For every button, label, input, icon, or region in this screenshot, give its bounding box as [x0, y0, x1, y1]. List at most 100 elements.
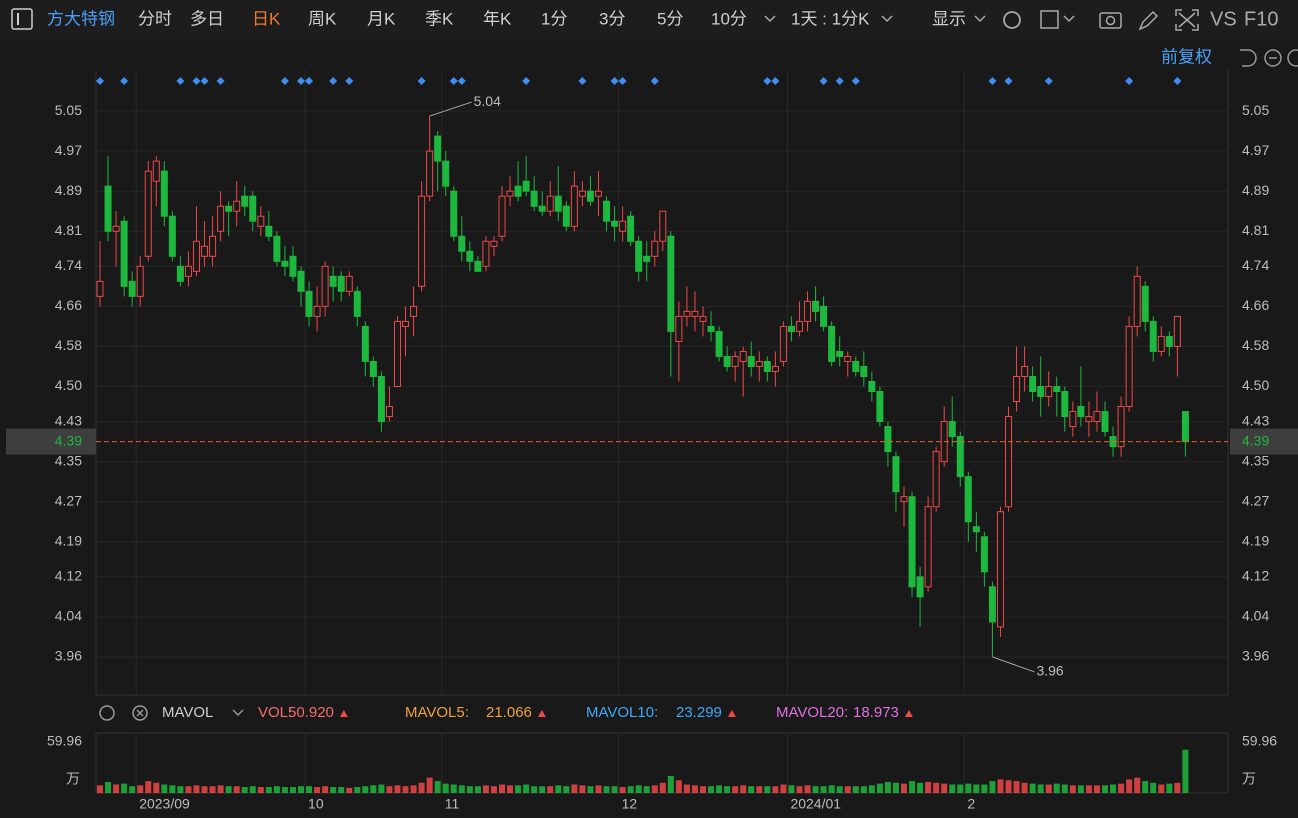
- volume-bar: [257, 787, 264, 793]
- event-marker[interactable]: [192, 77, 201, 85]
- candle: [1157, 326, 1165, 357]
- candle: [980, 531, 988, 587]
- candle: [353, 286, 361, 327]
- event-marker[interactable]: [329, 77, 338, 85]
- candle: [828, 321, 836, 367]
- volume-bar: [724, 786, 731, 793]
- y-tick-label: 4.97: [55, 142, 82, 158]
- event-marker[interactable]: [1044, 77, 1053, 85]
- period-tab[interactable]: 季K: [425, 9, 454, 28]
- event-marker[interactable]: [618, 77, 627, 85]
- period-tab[interactable]: 3分: [599, 9, 625, 28]
- event-marker[interactable]: [522, 77, 531, 85]
- period-tab[interactable]: 周K: [308, 9, 337, 28]
- chevron[interactable]: [764, 15, 776, 23]
- event-marker[interactable]: [1173, 77, 1182, 85]
- event-marker[interactable]: [650, 77, 659, 85]
- indicator-name[interactable]: MAVOL: [162, 704, 213, 721]
- display[interactable]: 显示: [932, 9, 966, 28]
- candle: [940, 406, 948, 467]
- candle: [96, 241, 104, 307]
- event-marker[interactable]: [819, 77, 828, 85]
- vol-close-icon[interactable]: [132, 705, 148, 721]
- adjustment[interactable]: 前复权: [1161, 47, 1212, 66]
- candle: [836, 336, 844, 367]
- y-tick-label: 5.05: [55, 102, 82, 118]
- undo-icon[interactable]: [1240, 49, 1257, 67]
- chevron[interactable]: [881, 15, 893, 23]
- event-marker[interactable]: [763, 77, 772, 85]
- settings-icon[interactable]: [1003, 11, 1021, 29]
- volume-bar: [265, 787, 272, 793]
- volume-bar: [241, 787, 248, 793]
- event-marker[interactable]: [417, 77, 426, 85]
- candle: [201, 221, 209, 267]
- zoom-in-icon[interactable]: [1287, 49, 1298, 67]
- candle: [506, 176, 514, 207]
- candle-body: [972, 526, 980, 533]
- candle-body: [619, 220, 627, 232]
- candle-body: [956, 436, 964, 478]
- zoom-out-icon[interactable]: [1264, 49, 1282, 67]
- candle-body: [988, 586, 996, 623]
- candle-body: [586, 190, 594, 202]
- pen-icon[interactable]: [1138, 10, 1159, 31]
- period-tab[interactable]: 5分: [657, 9, 683, 28]
- period-tab[interactable]: 多日: [190, 9, 224, 28]
- event-marker[interactable]: [610, 77, 619, 85]
- event-marker[interactable]: [216, 77, 225, 85]
- event-marker[interactable]: [297, 77, 305, 85]
- f10-button[interactable]: F10: [1244, 8, 1278, 30]
- event-marker[interactable]: [280, 77, 289, 85]
- chevron[interactable]: [1063, 15, 1075, 23]
- event-marker[interactable]: [771, 77, 780, 85]
- candle: [1013, 346, 1021, 412]
- period-tab[interactable]: 分时: [138, 9, 172, 28]
- candle-body: [1157, 335, 1165, 352]
- event-marker[interactable]: [457, 77, 466, 85]
- vol-settings-icon[interactable]: [99, 705, 115, 721]
- interval[interactable]: 1天 : 1分K: [791, 9, 870, 28]
- volume-bar: [137, 785, 144, 793]
- event-marker[interactable]: [988, 77, 997, 85]
- candle-body: [490, 240, 498, 247]
- volume-bar: [909, 781, 916, 793]
- symbol[interactable]: 方大特钢: [47, 9, 115, 28]
- candle: [570, 171, 578, 232]
- event-marker[interactable]: [176, 77, 185, 85]
- vs-button[interactable]: VS: [1210, 8, 1237, 30]
- period-tab[interactable]: 1分: [541, 9, 567, 28]
- candle-body: [1101, 411, 1109, 433]
- chevron[interactable]: [232, 709, 244, 717]
- event-marker[interactable]: [578, 77, 587, 85]
- y-tick-label-right: 4.19: [1242, 532, 1269, 548]
- period-tab[interactable]: 月K: [367, 9, 396, 28]
- camera-icon[interactable]: [1099, 12, 1122, 29]
- candle: [659, 210, 667, 252]
- period-tab[interactable]: 日K: [252, 9, 281, 28]
- box-icon[interactable]: [1040, 10, 1059, 29]
- candle: [820, 296, 828, 332]
- event-marker[interactable]: [305, 77, 314, 85]
- candle: [1093, 391, 1101, 432]
- event-marker[interactable]: [835, 77, 844, 85]
- volume-bar: [466, 786, 473, 793]
- event-marker[interactable]: [1004, 77, 1013, 85]
- event-marker[interactable]: [200, 77, 209, 85]
- fullscreen-icon[interactable]: [1175, 9, 1199, 31]
- event-marker[interactable]: [449, 77, 458, 85]
- period-tab[interactable]: 10分: [711, 9, 747, 28]
- event-marker[interactable]: [120, 77, 129, 85]
- event-marker[interactable]: [1125, 77, 1134, 85]
- event-marker[interactable]: [96, 77, 104, 85]
- menu-icon[interactable]: [11, 8, 33, 30]
- volume-bar: [547, 786, 554, 793]
- chevron[interactable]: [974, 15, 986, 23]
- volume-bar: [981, 784, 988, 793]
- candle-body: [522, 180, 530, 192]
- event-marker[interactable]: [345, 77, 354, 85]
- period-tab[interactable]: 年K: [483, 9, 512, 28]
- y-tick-label-right: 4.50: [1242, 377, 1269, 393]
- event-marker[interactable]: [851, 77, 860, 85]
